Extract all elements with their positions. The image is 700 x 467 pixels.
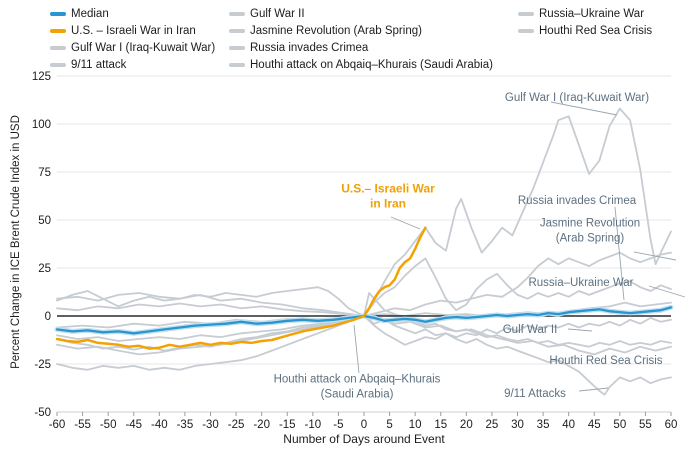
legend-swatch-gulf-war-2 [229, 12, 245, 16]
annotation-leader-gulf-war-1 [550, 101, 618, 116]
x-tick-label: 60 [665, 419, 678, 431]
annotation-nine-eleven: 9/11 Attacks [504, 388, 566, 400]
legend-label: Gulf War II [250, 8, 305, 20]
legend-swatch-nine-eleven [50, 63, 66, 67]
series-line-median [55, 306, 673, 335]
series-line-us_israel [55, 226, 427, 350]
legend-swatch-median [50, 12, 66, 16]
legend-label: Jasmine Revolution (Arab Spring) [250, 25, 422, 37]
annotation-leader-nine-eleven [578, 387, 609, 392]
legend-item-median: Median [50, 7, 109, 21]
legend-label: Russia–Ukraine War [539, 8, 645, 20]
x-tick-label: 35 [537, 419, 550, 431]
x-tick-label: 30 [511, 419, 524, 431]
legend-item-jasmine: Jasmine Revolution (Arab Spring) [229, 24, 422, 38]
legend-label: Russia invades Crimea [250, 42, 369, 54]
legend-swatch-us-israel [50, 29, 66, 33]
y-axis-title: Percent Change in ICE Brent Crude Index … [10, 115, 22, 369]
legend-item-russia-ukraine: Russia–Ukraine War [518, 7, 644, 21]
x-tick-label: -25 [228, 419, 245, 431]
annotation-russia-ukraine: Russia–Ukraine War [528, 277, 633, 289]
y-tick-label: 125 [32, 71, 51, 83]
annotation-leader-crimea [614, 206, 625, 301]
x-tick-label: 20 [460, 419, 473, 431]
x-tick-label: 15 [434, 419, 447, 431]
legend-item-gulf-war-1: Gulf War I (Iraq-Kuwait War) [50, 41, 215, 55]
x-tick-label: -35 [177, 419, 194, 431]
x-tick-label: -10 [305, 419, 322, 431]
legend-swatch-jasmine [229, 29, 245, 33]
y-tick-label: 50 [38, 215, 51, 227]
legend-label: Median [71, 8, 109, 20]
x-tick-label: 0 [361, 419, 367, 431]
legend-item-gulf-war-2: Gulf War II [229, 7, 305, 21]
annotation-abqaiq: Houthi attack on Abqaiq–Khurais (Saudi Ar… [274, 374, 441, 401]
series-line-jasmine [56, 251, 672, 356]
annotation-gulf-war-1: Gulf War I (Iraq-Kuwait War) [505, 92, 649, 104]
legend-swatch-houthi-red-sea [518, 29, 534, 33]
x-tick-label: -5 [333, 419, 343, 431]
annotation-leader-gulf-war-2 [567, 328, 593, 332]
legend-label: U.S. – Israeli War in Iran [71, 25, 196, 37]
y-tick-label: 0 [45, 311, 51, 323]
legend-label: Gulf War I (Iraq-Kuwait War) [71, 42, 216, 54]
series-line-abqaiq [56, 292, 672, 348]
legend-swatch-gulf-war-1 [50, 46, 66, 50]
legend-item-us-israel: U.S. – Israeli War in Iran [50, 24, 196, 38]
annotation-us-israel: U.S.– Israeli War in Iran [341, 182, 435, 211]
x-tick-label: -15 [279, 419, 296, 431]
y-tick-label: 25 [38, 263, 51, 275]
x-tick-label: 40 [562, 419, 575, 431]
x-tick-label: -40 [151, 419, 168, 431]
x-axis-title: Number of Days around Event [283, 432, 445, 446]
annotation-leader-us-israel [390, 216, 421, 230]
annotation-houthi-red-sea: Houthi Red Sea Crisis [549, 355, 662, 367]
y-tick-label: -50 [34, 407, 51, 419]
x-tick-label: 50 [613, 419, 626, 431]
legend-label: 9/11 attack [71, 59, 127, 71]
y-tick-label: -25 [34, 359, 51, 371]
annotation-leader-abqaiq [353, 324, 360, 374]
legend-item-nine-eleven: 9/11 attack [50, 58, 126, 72]
legend-label: Houthi attack on Abqaiq–Khurais (Saudi A… [250, 59, 493, 71]
x-tick-label: -30 [202, 419, 219, 431]
annotation-jasmine: Jasmine Revolution (Arab Spring) [540, 218, 640, 245]
legend-item-crimea: Russia invades Crimea [229, 41, 368, 55]
x-tick-label: -50 [100, 419, 117, 431]
annotation-gulf-war-2: Gulf War II [503, 324, 558, 336]
x-tick-label: -55 [74, 419, 91, 431]
annotation-crimea: Russia invades Crimea [518, 195, 637, 207]
x-tick-label: 5 [386, 419, 392, 431]
x-tick-label: -45 [125, 419, 142, 431]
x-tick-label: -60 [49, 419, 66, 431]
legend-swatch-abqaiq [229, 63, 245, 67]
y-tick-label: 75 [38, 167, 51, 179]
series-line-russia_ukraine [56, 257, 672, 371]
legend-swatch-russia-ukraine [518, 12, 534, 16]
x-tick-label: 55 [639, 419, 652, 431]
x-tick-label: 25 [486, 419, 499, 431]
x-tick-label: -20 [253, 419, 270, 431]
chart-legend: Median U.S. – Israeli War in Iran Gulf War… [0, 0, 700, 78]
annotation-leader-jasmine [633, 251, 677, 261]
series-line-houthi_red_sea [56, 292, 672, 356]
x-tick-label: 10 [409, 419, 422, 431]
legend-swatch-crimea [229, 46, 245, 50]
legend-item-houthi-red-sea: Houthi Red Sea Crisis [518, 24, 652, 38]
legend-item-abqaiq: Houthi attack on Abqaiq–Khurais (Saudi A… [229, 58, 493, 72]
y-tick-label: 100 [32, 119, 51, 131]
x-tick-label: 45 [588, 419, 601, 431]
annotation-leader-russia-ukraine [648, 285, 686, 298]
legend-label: Houthi Red Sea Crisis [539, 25, 653, 37]
